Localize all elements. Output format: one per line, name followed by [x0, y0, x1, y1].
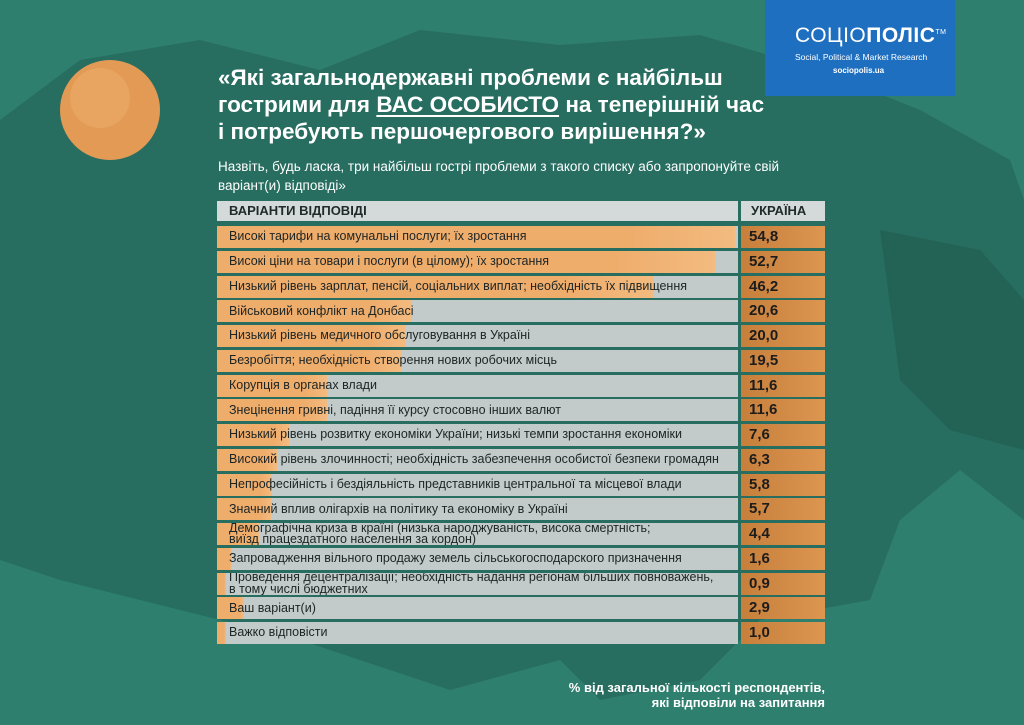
title-line: і потребують першочергового вирішення?» — [218, 119, 706, 144]
value-label: 1,0 — [741, 622, 825, 644]
row: Запровадження вільного продажу земель сі… — [217, 547, 738, 570]
footnote-line: % від загальної кількості респондентів, — [568, 680, 825, 695]
value-label: 52,7 — [741, 250, 825, 273]
category-label: Низький рівень медичного обслуговування … — [229, 328, 530, 343]
row: Низький рівень розвитку економіки Україн… — [217, 424, 738, 446]
bar — [217, 498, 271, 521]
bar — [217, 424, 289, 446]
row: Значний вплив олігархів на політику та е… — [217, 498, 738, 521]
title-line: «Які загальнодержавні проблеми є найбіль… — [218, 65, 723, 90]
subtitle: Назвіть, будь ласка, три найбільш гострі… — [218, 159, 780, 193]
row: Непрофесійність і бездіяльність представ… — [217, 473, 738, 496]
row: Низький рівень зарплат, пенсій, соціальн… — [217, 275, 738, 298]
value-label: 11,6 — [741, 374, 825, 397]
value-label: 5,8 — [741, 473, 825, 496]
category-label: Високі ціни на товари і послуги (в цілом… — [229, 254, 550, 268]
row: Низький рівень медичного обслуговування … — [217, 325, 738, 347]
logo-tagline: Social, Political & Market Research — [795, 52, 928, 62]
value-label: 11,6 — [741, 399, 825, 422]
row: Високі ціни на товари і послуги (в цілом… — [217, 250, 738, 273]
category-label: Ваш варіант(и) — [229, 600, 316, 615]
bar — [217, 523, 259, 545]
category-label: Запровадження вільного продажу земель сі… — [229, 551, 682, 565]
value-label: 7,6 — [741, 424, 825, 446]
bar — [217, 275, 654, 298]
row: Військовий конфлікт на Донбасі — [217, 300, 738, 323]
bar — [217, 597, 245, 620]
bar — [217, 572, 226, 595]
row: Ваш варіант(и) — [217, 597, 738, 620]
value-label: 0,9 — [741, 572, 825, 595]
value-label: 5,7 — [741, 498, 825, 521]
category-label: Непрофесійність і бездіяльність представ… — [229, 476, 682, 491]
bar — [217, 473, 272, 496]
value-label: 19,5 — [741, 349, 825, 372]
logo-name-bold: ПОЛІС — [866, 24, 936, 47]
title-emphasis: ВАС ОСОБИСТО — [376, 92, 560, 117]
row: Демографічна криза в країні (низька наро… — [217, 523, 738, 545]
value-label: 46,2 — [741, 275, 825, 298]
value-label: 4,4 — [741, 523, 825, 545]
logo-tm: TM — [935, 29, 947, 36]
category-label: Високий рівень злочинності; необхідність… — [229, 452, 719, 466]
footnote: % від загальної кількості респондентів, … — [569, 680, 825, 710]
row: Проведення децентралізації; необхідність… — [217, 572, 738, 595]
value-label: 20,6 — [741, 300, 825, 323]
category-label: Значний вплив олігархів на політику та е… — [229, 501, 568, 516]
category-label: Низький рівень зарплат, пенсій, соціальн… — [229, 278, 687, 293]
row: Високі тарифи на комунальні послуги; їх … — [217, 226, 738, 248]
title-part: гострими для — [218, 92, 371, 117]
category-label: Демографічна криза в країні (низька наро… — [229, 523, 651, 545]
row: Корупція в органах влади — [217, 374, 738, 397]
footnote-line: які відповіли на запитання — [651, 695, 825, 710]
logo: СОЦІОПОЛІСTM Social, Political & Market … — [765, 0, 955, 96]
title-part: на теперішній час — [565, 92, 765, 117]
row: Знецінення гривні, падіння її курсу стос… — [217, 399, 738, 422]
bar — [217, 399, 327, 422]
category-label: Важко відповісти — [229, 625, 328, 640]
bar — [217, 325, 407, 347]
bar — [217, 622, 227, 644]
category-header: ВАРІАНТИ ВІДПОВІДІ — [217, 201, 738, 221]
value-label: 1,6 — [741, 547, 825, 570]
category-label: Безробіття; необхідність створення нових… — [229, 353, 557, 367]
bar — [217, 547, 233, 570]
bar — [217, 374, 327, 397]
value-label: 54,8 — [741, 226, 825, 248]
bar — [217, 448, 277, 471]
category-label: Високі тарифи на комунальні послуги; їх … — [229, 229, 527, 244]
bar — [217, 300, 412, 323]
row: Високий рівень злочинності; необхідність… — [217, 448, 738, 471]
logo-site: sociopolis.ua — [833, 66, 885, 75]
value-header: УКРАЇНА — [741, 201, 825, 221]
value-label: 2,9 — [741, 597, 825, 620]
row: Безробіття; необхідність створення нових… — [217, 349, 738, 372]
bar — [217, 226, 735, 248]
category-label: Корупція в органах влади — [229, 377, 377, 392]
category-label: Проведення децентралізації; необхідність… — [229, 572, 714, 595]
value-label: 20,0 — [741, 325, 825, 347]
value-label: 6,3 — [741, 448, 825, 471]
row: Важко відповісти — [217, 622, 738, 644]
logo-name-light: СОЦІО — [795, 24, 867, 47]
category-label: Знецінення гривні, падіння її курсу стос… — [229, 402, 561, 417]
category-label: Військовий конфлікт на Донбасі — [229, 303, 414, 318]
bar — [217, 250, 716, 273]
bar — [217, 349, 402, 372]
category-label: Низький рівень розвитку економіки Україн… — [229, 427, 682, 442]
chart-title: «Які загальнодержавні проблеми є найбіль… — [218, 64, 764, 145]
